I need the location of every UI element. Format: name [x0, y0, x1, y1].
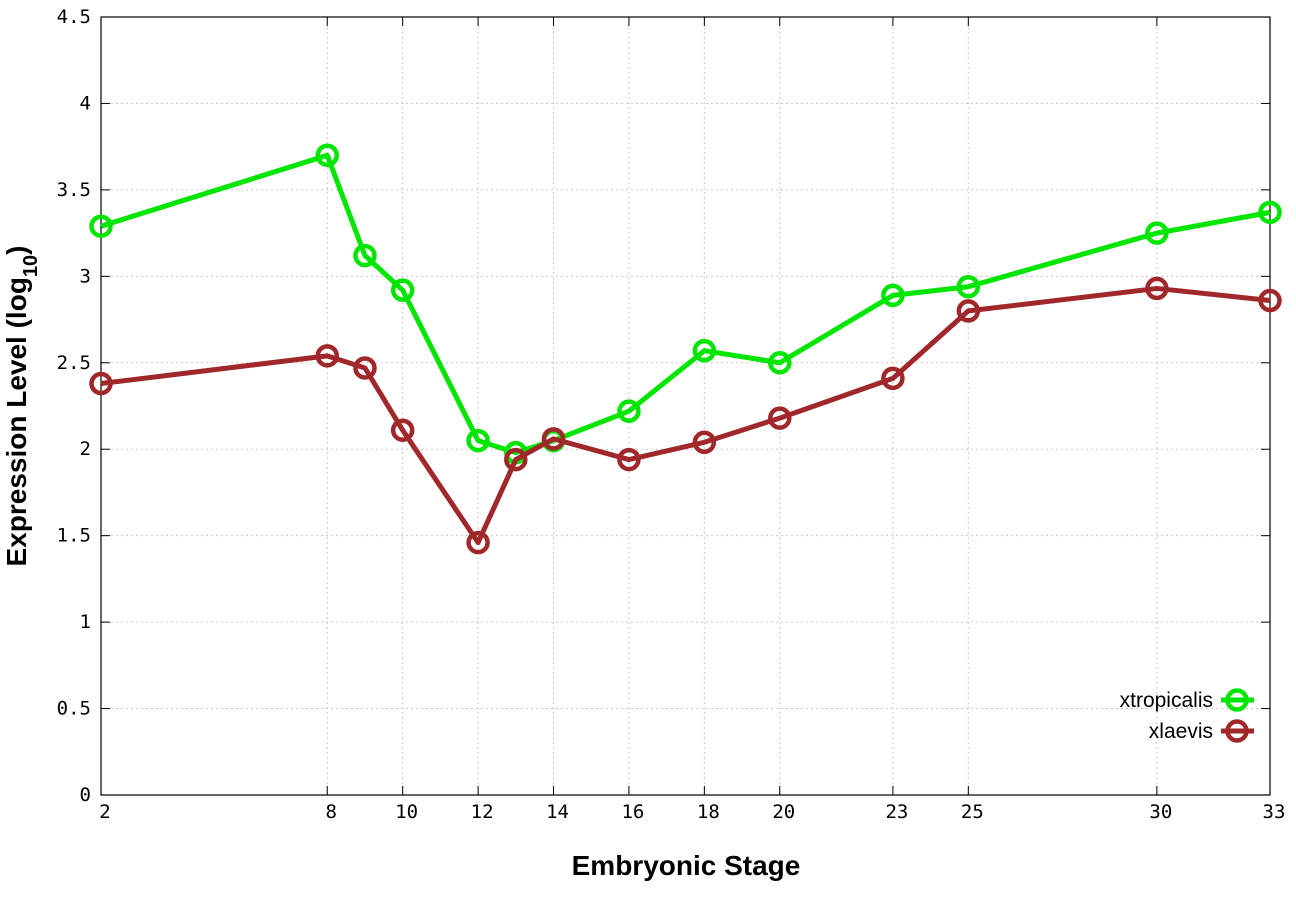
data-point-xlaevis — [956, 299, 981, 323]
legend-marker-swatch — [1225, 688, 1249, 712]
data-point-xtropicalis — [390, 278, 415, 302]
x-tick-label: 23 — [885, 801, 908, 823]
legend-entry-xlaevis: xlaevis — [1149, 719, 1254, 743]
y-tick-label: 0.5 — [57, 698, 91, 720]
y-tick-label: 2.5 — [57, 352, 91, 374]
data-point-xlaevis — [390, 418, 415, 442]
data-point-xtropicalis — [1145, 221, 1169, 245]
x-tick-label: 10 — [395, 801, 418, 823]
data-point-xlaevis — [692, 430, 717, 455]
data-point-xtropicalis — [89, 214, 113, 238]
series-line-xlaevis — [100, 285, 1271, 546]
data-point-xtropicalis — [881, 283, 905, 308]
data-point-xlaevis — [466, 530, 490, 555]
data-point-xtropicalis — [315, 143, 340, 168]
data-point-xtropicalis — [956, 274, 981, 299]
data-point-xlaevis — [541, 427, 566, 451]
y-tick-label: 4 — [80, 92, 91, 114]
data-point-xlaevis — [353, 356, 377, 380]
legend-marker-swatch — [1225, 719, 1249, 743]
legend-label: xlaevis — [1149, 720, 1213, 743]
data-point-xtropicalis — [353, 243, 377, 268]
y-tick-label: 1 — [80, 611, 91, 633]
y-axis-title-main: Expression Level (log — [1, 277, 32, 566]
data-point-xtropicalis — [617, 399, 641, 423]
y-axis-title-subscript: 10 — [20, 255, 42, 277]
data-point-xlaevis — [504, 447, 528, 472]
x-tick-label: 12 — [471, 801, 494, 823]
data-point-xtropicalis — [768, 351, 792, 375]
data-point-xtropicalis — [466, 428, 490, 453]
y-axis-title-close: ) — [1, 246, 32, 255]
data-point-xlaevis — [89, 371, 113, 396]
x-tick-label: 8 — [326, 801, 337, 823]
data-point-xlaevis — [1145, 276, 1169, 301]
axis-ticks: 0 0.5 1 1.5 2 2.5 3 3.5 4 4.5 2 8 10 12 14 16 18 20 23 25 30… — [57, 6, 1286, 823]
x-tick-label: 25 — [961, 801, 984, 823]
y-tick-label: 2 — [80, 438, 91, 460]
x-tick-label: 16 — [621, 801, 644, 823]
grid-lines — [101, 17, 1270, 795]
legend: xtropicalis xlaevis — [1120, 688, 1254, 743]
data-point-xtropicalis — [1258, 200, 1282, 225]
series-layer — [89, 143, 1282, 555]
legend-label: xtropicalis — [1120, 689, 1213, 712]
series-line-xtropicalis — [100, 152, 1271, 456]
y-tick-label: 0 — [80, 784, 91, 806]
y-tick-label: 3.5 — [57, 179, 91, 201]
x-tick-label: 2 — [99, 801, 110, 823]
data-point-xlaevis — [768, 406, 792, 430]
x-axis-title: Embryonic Stage — [572, 850, 801, 881]
y-tick-label: 1.5 — [57, 525, 91, 547]
data-point-xlaevis — [617, 447, 641, 472]
series-xlaevis — [89, 276, 1282, 555]
x-tick-label: 30 — [1149, 801, 1172, 823]
data-point-xtropicalis — [692, 338, 717, 363]
y-axis-title: Expression Level (log10) — [1, 246, 42, 567]
data-point-xlaevis — [1258, 288, 1282, 313]
x-tick-label: 14 — [546, 801, 569, 823]
y-tick-label: 4.5 — [57, 6, 91, 28]
plot-frame — [100, 16, 1271, 796]
y-tick-label: 3 — [80, 265, 91, 287]
series-xtropicalis — [89, 143, 1282, 465]
legend-entry-xtropicalis: xtropicalis — [1120, 688, 1254, 712]
data-point-xlaevis — [315, 344, 340, 368]
x-tick-label: 18 — [697, 801, 720, 823]
data-point-xlaevis — [881, 366, 905, 391]
x-tick-label: 33 — [1263, 801, 1286, 823]
x-tick-label: 20 — [772, 801, 795, 823]
